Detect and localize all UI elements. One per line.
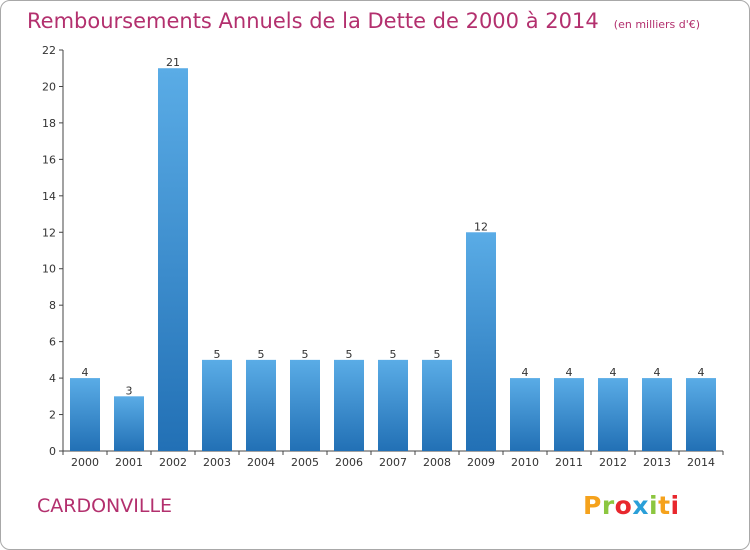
y-tick-label: 8	[49, 299, 56, 312]
city-name: CARDONVILLE	[37, 495, 173, 517]
bar[interactable]	[598, 378, 628, 451]
bar[interactable]	[246, 359, 276, 451]
title-row: Remboursements Annuels de la Dette de 20…	[27, 9, 700, 33]
y-tick-label: 2	[49, 409, 56, 422]
bar-value-label: 4	[566, 366, 573, 379]
x-tick-label: 2010	[511, 456, 539, 469]
bar[interactable]	[510, 378, 540, 451]
x-tick-label: 2001	[115, 456, 143, 469]
bar-value-label: 5	[390, 348, 397, 361]
y-tick-label: 12	[42, 226, 56, 239]
chart-title: Remboursements Annuels de la Dette de 20…	[27, 9, 599, 33]
logo-letter: o	[614, 491, 633, 520]
x-tick-label: 2003	[203, 456, 231, 469]
y-tick-label: 6	[49, 336, 56, 349]
x-tick-label: 2004	[247, 456, 275, 469]
logo-letter: t	[658, 491, 671, 520]
y-tick-label: 20	[42, 80, 56, 93]
x-tick-label: 2008	[423, 456, 451, 469]
chart-subtitle: (en milliers d'€)	[613, 18, 701, 31]
bar[interactable]	[642, 378, 672, 451]
bar-value-label: 4	[698, 366, 705, 379]
x-tick-label: 2009	[467, 456, 495, 469]
bar-value-label: 4	[654, 366, 661, 379]
x-tick-label: 2002	[159, 456, 187, 469]
logo-letter: x	[632, 491, 649, 520]
bar-value-label: 21	[166, 56, 180, 69]
logo-letter: P	[583, 491, 602, 520]
x-tick-label: 2000	[71, 456, 99, 469]
x-tick-label: 2005	[291, 456, 319, 469]
chart-bars	[70, 68, 716, 452]
bar[interactable]	[202, 359, 232, 451]
bar-value-label: 5	[258, 348, 265, 361]
bar-value-label: 5	[434, 348, 441, 361]
bar-value-label: 5	[346, 348, 353, 361]
bar-value-label: 5	[302, 348, 309, 361]
x-tick-label: 2006	[335, 456, 363, 469]
bar[interactable]	[70, 378, 100, 451]
bar[interactable]	[334, 359, 364, 451]
y-tick-label: 10	[42, 263, 56, 276]
y-tick-label: 18	[42, 117, 56, 130]
y-tick-label: 4	[49, 372, 56, 385]
x-tick-label: 2011	[555, 456, 583, 469]
x-tick-label: 2007	[379, 456, 407, 469]
bar[interactable]	[466, 232, 496, 451]
proxiti-logo[interactable]: Proxiti	[583, 491, 680, 520]
y-tick-label: 14	[42, 190, 56, 203]
logo-letter: r	[601, 491, 615, 520]
y-tick-label: 0	[49, 445, 56, 458]
y-tick-label: 16	[42, 153, 56, 166]
bar-value-label: 5	[214, 348, 221, 361]
x-tick-label: 2014	[687, 456, 715, 469]
bar[interactable]	[158, 68, 188, 452]
x-tick-label: 2013	[643, 456, 671, 469]
bar-value-label: 3	[126, 384, 133, 397]
logo-letter: i	[670, 491, 680, 520]
y-tick-label: 22	[42, 44, 56, 57]
bar[interactable]	[114, 396, 144, 451]
bar[interactable]	[554, 378, 584, 451]
chart-labels: 2000 4 2001 3 2002 21 2003 5 2004 5 2005 5 2006 5 2007…	[71, 56, 715, 469]
bar-value-label: 4	[610, 366, 617, 379]
bar-value-label: 12	[474, 220, 488, 233]
bar[interactable]	[686, 378, 716, 451]
bar[interactable]	[290, 359, 320, 451]
bar-value-label: 4	[522, 366, 529, 379]
logo-letter: i	[649, 491, 659, 520]
bar[interactable]	[422, 359, 452, 451]
bar[interactable]	[378, 359, 408, 451]
bar-value-label: 4	[82, 366, 89, 379]
x-tick-label: 2012	[599, 456, 627, 469]
